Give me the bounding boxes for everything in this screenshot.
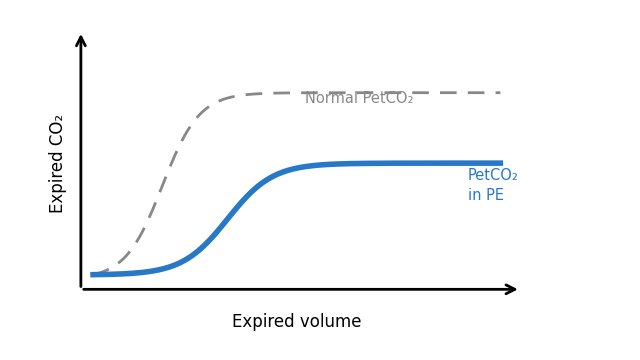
Text: Expired CO₂: Expired CO₂ (49, 113, 67, 213)
Text: Expired volume: Expired volume (232, 313, 362, 331)
Text: PetCO₂
in PE: PetCO₂ in PE (468, 168, 518, 203)
Text: Normal PetCO₂: Normal PetCO₂ (305, 91, 413, 105)
